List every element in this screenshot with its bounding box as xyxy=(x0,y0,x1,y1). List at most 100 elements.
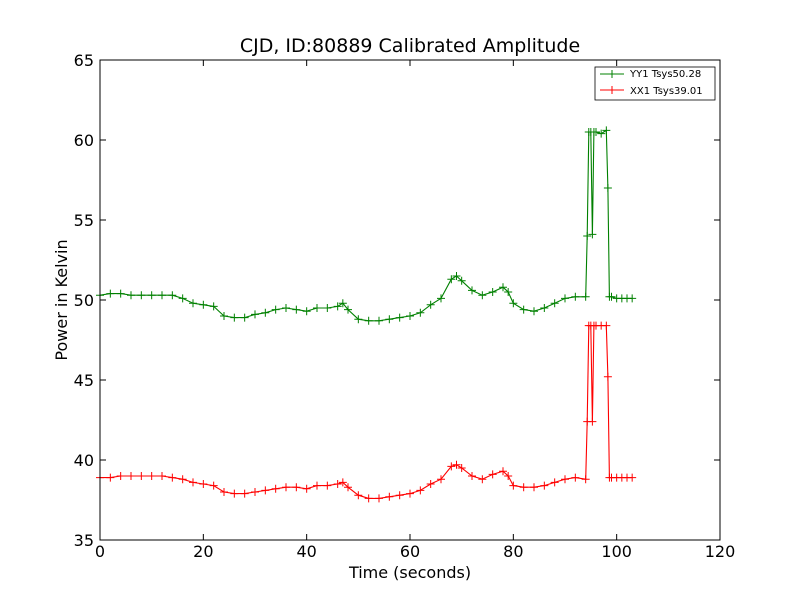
series-1-point xyxy=(333,480,342,488)
series-0-point xyxy=(530,307,538,316)
series-1-point xyxy=(452,460,461,469)
series-1-point xyxy=(271,484,280,493)
series-0-point xyxy=(468,286,476,295)
series-1-point xyxy=(571,473,580,482)
series-1-point xyxy=(240,489,249,498)
series-0-point xyxy=(251,310,259,319)
series-1-point xyxy=(488,470,497,479)
series-0-point xyxy=(199,300,208,309)
series-0-point xyxy=(588,230,597,239)
series-0-point xyxy=(607,292,616,301)
series-0-point xyxy=(499,283,507,292)
series-1-point xyxy=(127,472,135,480)
series-1-point xyxy=(375,494,383,503)
chart-title: CJD, ID:80889 Calibrated Amplitude xyxy=(240,35,580,57)
legend-marker-xx1 xyxy=(608,86,616,94)
y-tick-label: 50 xyxy=(74,291,94,310)
series-1-point xyxy=(509,481,518,490)
series-0-point xyxy=(540,304,549,312)
series-0-point xyxy=(416,308,425,317)
series-0-point xyxy=(504,288,513,296)
legend-box xyxy=(594,66,716,101)
series-1-point xyxy=(540,481,549,490)
series-0-point xyxy=(137,291,146,300)
y-tick-label: 40 xyxy=(74,451,94,470)
series-0-point xyxy=(602,126,611,135)
series-1-point xyxy=(354,491,363,500)
series-1-point xyxy=(395,491,404,500)
series-1-point xyxy=(530,483,538,492)
x-tick-label: 60 xyxy=(400,542,420,561)
series-1-point xyxy=(504,472,513,480)
series-1-point xyxy=(199,480,208,488)
series-0-point xyxy=(127,291,135,300)
series-0-point xyxy=(220,312,228,320)
series-1-point xyxy=(168,473,177,482)
series-1-point xyxy=(189,478,197,487)
y-tick-label: 60 xyxy=(74,131,94,150)
series-0-point xyxy=(230,313,239,322)
series-1-point xyxy=(468,472,476,480)
series-1-point xyxy=(603,372,612,381)
y-tick-label: 55 xyxy=(74,211,94,230)
series-0-point xyxy=(406,312,414,320)
series-1-point xyxy=(292,483,301,492)
y-tick-label: 45 xyxy=(74,371,94,390)
series-0-point xyxy=(447,275,456,284)
series-0-point xyxy=(385,315,394,324)
series-1-point xyxy=(519,483,528,492)
series-1-point xyxy=(344,483,352,492)
series-1-point xyxy=(338,478,347,487)
series-1-point xyxy=(261,486,270,495)
x-axis-label: Time (seconds) xyxy=(348,563,471,582)
series-0-point xyxy=(375,316,383,325)
series-1-point xyxy=(251,488,259,496)
series-0-point xyxy=(488,288,497,296)
series-1-point xyxy=(588,417,597,426)
series-0-point xyxy=(561,294,569,303)
series-1-point xyxy=(426,480,435,488)
series-0-point xyxy=(333,302,342,311)
series-1-point xyxy=(178,475,187,484)
series-1-point xyxy=(313,481,321,490)
series-0-point xyxy=(116,289,125,298)
series-1-point xyxy=(147,472,156,480)
series-1-point xyxy=(447,462,456,471)
series-0-point xyxy=(240,313,249,322)
y-axis-label: Power in Kelvin xyxy=(52,239,71,360)
x-tick-label: 120 xyxy=(705,542,736,561)
series-0-point xyxy=(592,128,600,136)
series-0-point xyxy=(354,315,363,324)
series-1-point xyxy=(416,486,425,495)
series-1-point xyxy=(406,489,414,498)
series-1-point xyxy=(282,483,290,492)
x-tick-label: 0 xyxy=(95,542,105,561)
legend-label-xx1: XX1 Tsys39.01 xyxy=(630,86,703,97)
series-0-point xyxy=(178,294,187,303)
series-0-point xyxy=(261,308,270,317)
series-1-point xyxy=(220,488,228,496)
series-0-point xyxy=(509,299,518,308)
series-0-point xyxy=(628,294,637,303)
series-1-point xyxy=(550,478,559,487)
series-0-point xyxy=(168,291,177,300)
series-0-point xyxy=(323,304,332,312)
series-1-point xyxy=(116,472,125,480)
series-0-point xyxy=(583,232,592,240)
series-0-point xyxy=(338,299,347,308)
series-0-point xyxy=(519,305,528,314)
x-tick-label: 20 xyxy=(193,542,213,561)
series-0-point xyxy=(158,291,166,300)
series-1-point xyxy=(561,475,569,484)
series-0-point xyxy=(426,300,435,309)
x-tick-label: 100 xyxy=(601,542,632,561)
legend-label-yy1: YY1 Tsys50.28 xyxy=(629,69,701,80)
series-0-point xyxy=(550,299,559,308)
series-1-point xyxy=(581,475,590,484)
y-tick-label: 65 xyxy=(74,51,94,70)
series-1-point xyxy=(602,321,611,330)
series-1-point xyxy=(457,464,466,472)
series-1-point xyxy=(478,475,487,484)
series-0-point xyxy=(106,289,115,298)
